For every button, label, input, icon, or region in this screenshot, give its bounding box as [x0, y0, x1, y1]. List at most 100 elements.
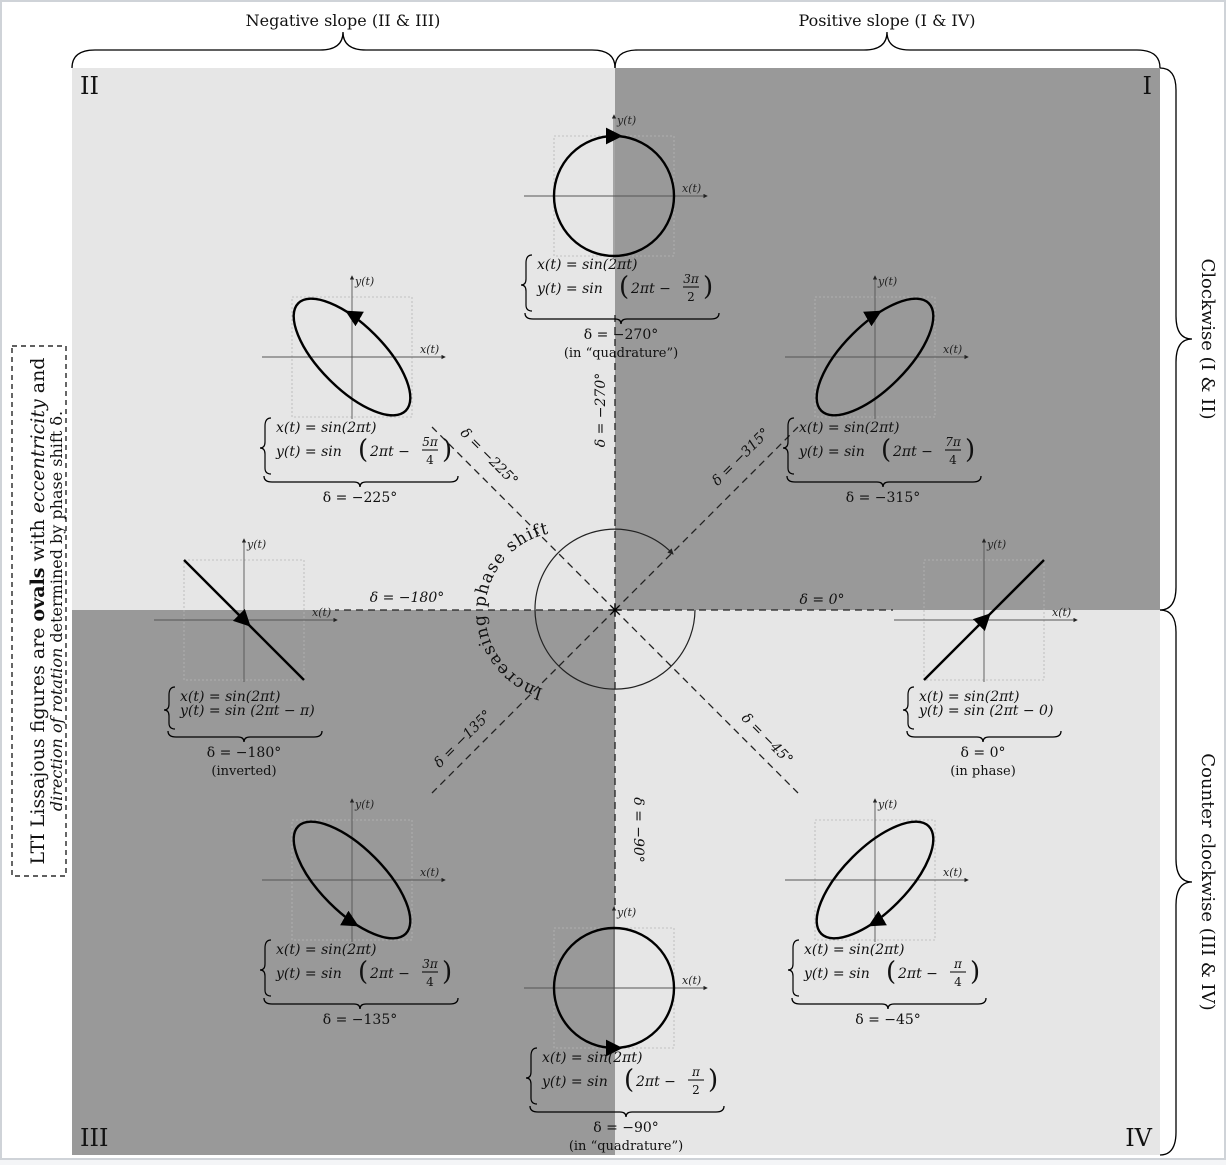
- equation-brace: [525, 1047, 538, 1105]
- frac-den: 4: [426, 975, 434, 989]
- side-note-line1: LTI Lissajous figures are ovals with ecc…: [27, 358, 49, 865]
- paren-open: (: [358, 435, 368, 465]
- equation-brace: [787, 939, 800, 997]
- panels: x(t)y(t)x(t) = sin(2πt)y(t) = sin (2πt −…: [154, 114, 1078, 1154]
- equation-underbrace: [906, 730, 1062, 743]
- y-equation: y(t) = sin: [803, 966, 870, 982]
- equation-underbrace: [263, 475, 459, 488]
- quadrant-I-bg: [615, 68, 1160, 610]
- paren-open: (: [619, 272, 629, 302]
- y-equation-arg: 2πt −: [635, 1074, 676, 1090]
- x-axis-label: x(t): [312, 606, 331, 619]
- frac-den: 4: [949, 453, 957, 467]
- delta-label: δ = −225°: [323, 490, 398, 506]
- quadrant-IV-bg: [615, 610, 1160, 1155]
- y-equation-arg: 2πt −: [897, 966, 938, 982]
- frac-den: 2: [692, 1083, 700, 1097]
- line-label-d90: δ = −90°: [630, 797, 646, 863]
- paren-close: ): [442, 957, 452, 987]
- paren-open: (: [624, 1065, 634, 1095]
- direction-arrow: [972, 613, 991, 632]
- y-equation-arg: 2πt −: [630, 281, 671, 297]
- y-axis-label: y(t): [616, 906, 636, 919]
- equation-underbrace: [263, 997, 459, 1010]
- y-equation: y(t) = sin: [275, 444, 342, 460]
- x-axis-label: x(t): [1052, 606, 1071, 619]
- panel-d0: x(t) y(t) x(t) = sin(2πt)y(t) = sin (2πt −…: [894, 538, 1078, 779]
- frac-num: π: [953, 957, 963, 971]
- lissajous-curve: [292, 820, 412, 940]
- paren-open: (: [881, 435, 891, 465]
- y-equation-arg: 2πt −: [892, 444, 933, 460]
- line-label-d270: δ = −270°: [593, 373, 609, 448]
- frac-num: 3π: [683, 272, 700, 286]
- panel-d270: x(t) y(t) x(t) = sin(2πt) y(t) = sin (2πt − 3…: [520, 114, 720, 361]
- quadrant-II-label: II: [80, 72, 99, 100]
- equation-brace: [902, 686, 915, 730]
- x-equation: x(t) = sin(2πt): [276, 942, 376, 958]
- delta-label: δ = −180°: [207, 745, 282, 761]
- panel-note: (in phase): [950, 764, 1016, 779]
- y-axis-label: y(t): [354, 798, 374, 811]
- direction-arrow: [232, 608, 251, 627]
- y-equation: y(t) = sin (2πt − π): [179, 703, 315, 719]
- equation-brace: [520, 254, 533, 312]
- equation-underbrace: [167, 730, 323, 743]
- panel-d180: x(t) y(t) x(t) = sin(2πt)y(t) = sin (2πt −…: [154, 538, 338, 779]
- panel-note: (in “quadrature”): [569, 1139, 683, 1154]
- y-axis-label: y(t): [986, 538, 1006, 551]
- brace-positive-slope: [614, 31, 1161, 69]
- x-axis-label: x(t): [682, 182, 701, 195]
- lissajous-curve: [815, 297, 935, 417]
- y-axis-label: y(t): [877, 798, 897, 811]
- x-axis-label: x(t): [420, 343, 439, 356]
- panel-d225: x(t) y(t) x(t) = sin(2πt) y(t) = sin (2πt − 5…: [259, 275, 459, 506]
- x-axis-label: x(t): [943, 866, 962, 879]
- panel-note: (inverted): [211, 764, 276, 779]
- panel-note: (in “quadrature”): [564, 346, 678, 361]
- x-equation: x(t) = sin(2πt): [919, 689, 1019, 705]
- frac-den: 4: [954, 975, 962, 989]
- lissajous-curve: [292, 297, 412, 417]
- quadrant-I-label: I: [1143, 72, 1152, 100]
- frac-num: 7π: [945, 435, 962, 449]
- equation-underbrace: [786, 475, 982, 488]
- quadrant-II-bg: [72, 68, 615, 610]
- brace-positive-slope-label: Positive slope (I & IV): [798, 11, 975, 30]
- x-equation: x(t) = sin(2πt): [804, 942, 904, 958]
- delta-label: δ = −90°: [593, 1120, 659, 1136]
- y-axis-label: y(t): [246, 538, 266, 551]
- equation-brace: [782, 417, 795, 475]
- y-equation: y(t) = sin: [798, 444, 865, 460]
- y-equation-arg: 2πt −: [369, 444, 410, 460]
- quadrant-IV-label: IV: [1125, 1124, 1152, 1152]
- paren-open: (: [358, 957, 368, 987]
- x-axis-label: x(t): [420, 866, 439, 879]
- x-equation: x(t) = sin(2πt): [542, 1050, 642, 1066]
- x-equation: x(t) = sin(2πt): [799, 420, 899, 436]
- delta-label: δ = −270°: [584, 327, 659, 343]
- x-axis-label: x(t): [682, 974, 701, 987]
- x-equation: x(t) = sin(2πt): [537, 257, 637, 273]
- delta-label: δ = −45°: [855, 1012, 921, 1028]
- y-equation: y(t) = sin: [541, 1074, 608, 1090]
- paren-open: (: [886, 957, 896, 987]
- side-note-box: [11, 345, 67, 877]
- quadrant-III-bg: [72, 610, 615, 1155]
- delta-label: δ = 0°: [961, 745, 1006, 761]
- delta-label: δ = −315°: [846, 490, 921, 506]
- x-equation: x(t) = sin(2πt): [276, 420, 376, 436]
- paren-close: ): [965, 435, 975, 465]
- paren-close: ): [708, 1065, 718, 1095]
- equation-underbrace: [791, 997, 987, 1010]
- equation-underbrace: [529, 1105, 725, 1118]
- y-equation: y(t) = sin (2πt − 0): [918, 703, 1053, 719]
- side-note-line2: direction of rotation determined by phas…: [47, 411, 66, 811]
- brace-counter-clockwise: [1159, 609, 1193, 1156]
- quadrant-III-label: III: [80, 1124, 108, 1152]
- phase-lines: [335, 310, 893, 910]
- frac-den: 2: [687, 290, 695, 304]
- direction-arrow: [863, 310, 882, 327]
